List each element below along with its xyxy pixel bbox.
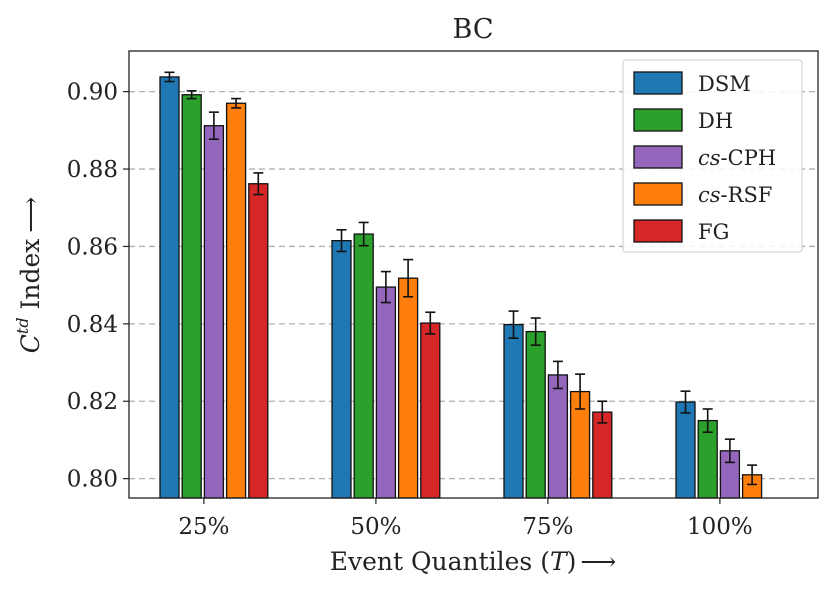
x-tick-label: 75% [522,514,573,540]
bar [225,102,247,499]
x-axis-ticks: 25% 50% 75% 100% [178,498,753,540]
bar [525,330,546,499]
bar [353,233,374,499]
legend-label: FG [698,220,729,244]
legend-swatch [633,182,683,206]
y-axis-label: Ctd Index⟶ [13,197,45,353]
x-tick-label: 50% [350,514,401,540]
y-axis-ticks: 0.80 0.82 0.84 0.86 0.88 0.90 [67,80,129,493]
bar [420,322,441,499]
legend: DSM DH cs-CPH cs-RSF FG [622,59,803,253]
plot-frame [128,50,819,499]
y-tick-label: 0.82 [67,389,118,415]
legend-label: cs-CPH [698,146,776,170]
bar [397,277,419,499]
bar [503,323,524,499]
bar [203,125,225,499]
bar [248,183,269,499]
bars [159,76,763,499]
error-bars [164,71,758,486]
y-tick-label: 0.88 [67,157,118,183]
bar [547,374,569,499]
bar [375,286,397,499]
x-tick-label: 100% [687,514,753,540]
x-axis-label: Event Quantiles (T) ⟶ [330,547,617,576]
bar [159,76,180,499]
bar [331,239,352,499]
legend-label: cs-RSF [698,183,772,207]
y-tick-label: 0.90 [67,80,118,106]
legend-swatch [633,108,683,132]
legend-swatch [633,145,683,169]
x-tick-label: 25% [178,514,229,540]
y-tick-label: 0.84 [67,312,118,338]
legend-label: DH [698,109,733,133]
legend-swatch [633,71,683,95]
bar [592,411,613,499]
chart-title: BC [452,14,493,45]
y-tick-label: 0.86 [67,234,118,260]
bar [181,94,202,499]
legend-label: DSM [698,72,751,96]
legend-swatch [633,219,683,243]
bar [675,401,696,499]
y-tick-label: 0.80 [67,467,118,493]
